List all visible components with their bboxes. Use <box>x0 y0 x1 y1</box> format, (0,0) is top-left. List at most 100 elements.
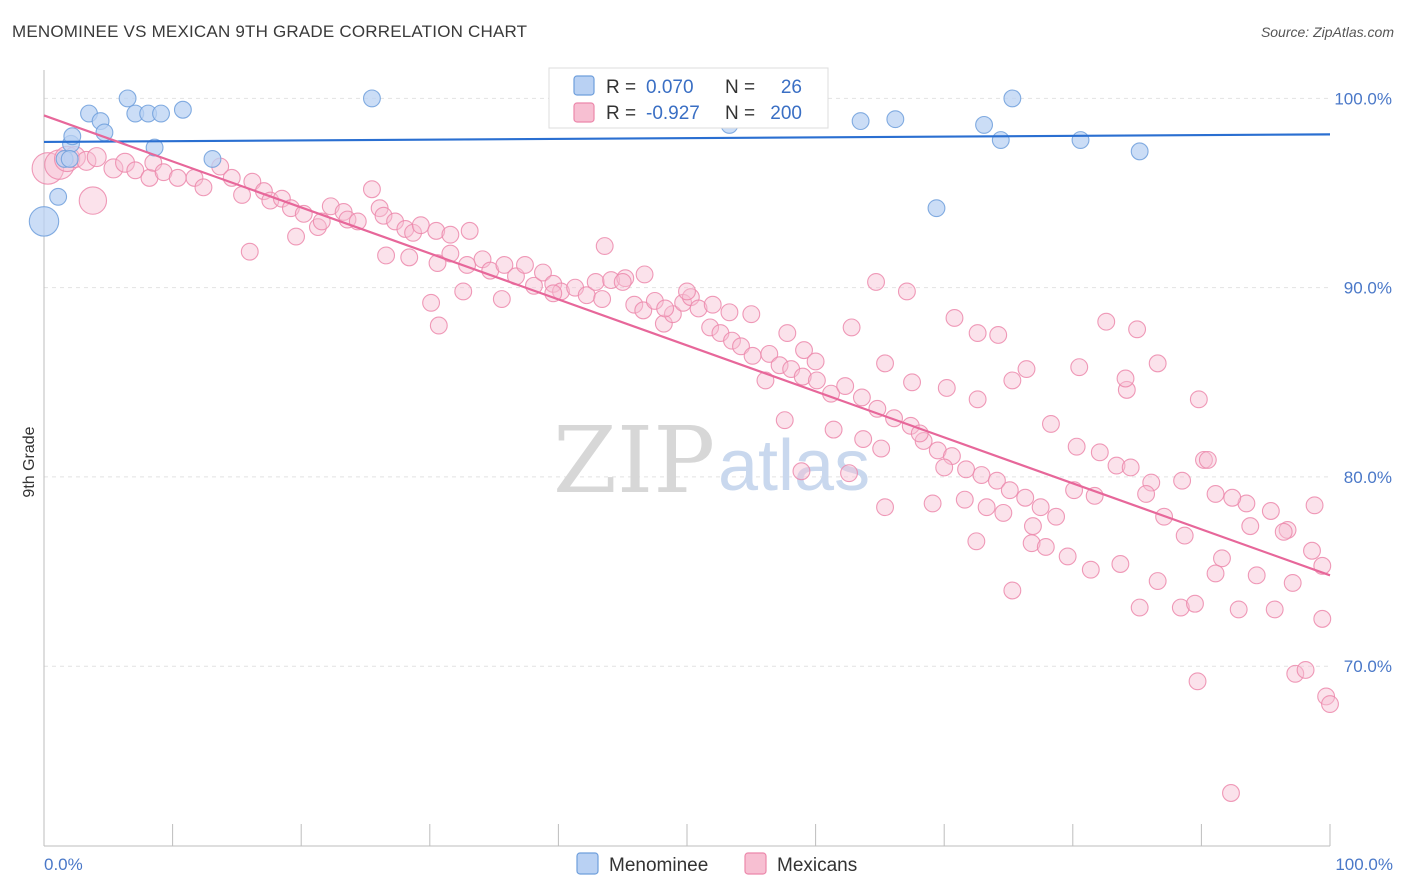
mexicans-point <box>1283 573 1302 592</box>
mexicans-point <box>1041 414 1060 433</box>
menominee-point <box>173 100 192 119</box>
mexicans-point <box>885 409 903 428</box>
correlation-legend: R = 0.070 N = 26 R = -0.927 N = 200 <box>548 67 829 129</box>
legend-r-label-menominee: R = <box>606 77 636 98</box>
mexicans-point <box>595 237 614 255</box>
mexicans-point <box>854 430 873 449</box>
mexicans-point <box>977 498 996 517</box>
mexicans-point <box>1130 598 1149 617</box>
mexicans-point <box>1148 354 1167 373</box>
mexicans-point <box>824 420 843 439</box>
mexicans-point <box>1247 566 1266 585</box>
mexicans-point <box>645 291 664 310</box>
mexicans-point <box>836 377 855 396</box>
mexicans-point <box>723 331 741 350</box>
mexicans-point <box>635 265 654 284</box>
mexicans-trendline <box>43 114 1331 577</box>
mexicans-point <box>840 464 858 483</box>
mexicans-point <box>872 439 891 458</box>
mexicans-point <box>1175 526 1194 545</box>
mexicans-point <box>1003 371 1022 390</box>
mexicans-point <box>1058 547 1077 566</box>
mexicans-point <box>31 152 65 185</box>
mexicans-point <box>460 221 479 240</box>
legend-swatch-mexicans <box>573 102 595 123</box>
mexicans-point <box>427 221 446 240</box>
mexicans-point <box>441 225 460 244</box>
mexicans-point <box>1296 661 1315 679</box>
mexicans-point <box>1090 443 1109 462</box>
mexicans-point <box>957 460 976 479</box>
mexicans-point <box>1188 672 1207 691</box>
mexicans-point <box>1213 549 1231 568</box>
mexicans-point <box>1171 598 1190 617</box>
legend-n-label-menominee: N = <box>725 77 755 98</box>
mexicans-point <box>897 282 916 301</box>
mexicans-point <box>1036 538 1055 556</box>
mexicans-point <box>1137 485 1156 503</box>
mexicans-point <box>703 295 722 314</box>
mexicans-point <box>972 466 991 484</box>
menominee-point <box>886 110 905 129</box>
mexicans-point <box>411 216 430 235</box>
mexicans-point <box>1148 572 1167 590</box>
mexicans-point <box>78 186 108 215</box>
points <box>28 89 1339 802</box>
y-tick-label: 100.0% <box>1334 89 1392 108</box>
mexicans-point <box>1303 541 1321 560</box>
mexicans-point <box>429 316 448 335</box>
mexicans-point <box>1016 488 1035 507</box>
mexicans-point <box>678 282 696 301</box>
menominee-point <box>118 89 137 108</box>
mexicans-point <box>374 206 393 225</box>
mexicans-point <box>1222 784 1240 802</box>
mexicans-point <box>1047 507 1066 526</box>
mexicans-point <box>1116 369 1135 388</box>
mexicans-point <box>613 273 632 291</box>
mexicans-point <box>732 337 750 356</box>
mexicans-point <box>806 352 825 371</box>
menominee-point <box>1071 131 1090 149</box>
mexicans-point <box>1081 560 1100 579</box>
mexicans-point <box>115 152 136 173</box>
menominee-point <box>203 150 222 168</box>
mexicans-point <box>602 271 621 290</box>
mexicans-point <box>743 346 762 365</box>
watermark-zip: ZIP <box>553 407 715 514</box>
mexicans-point <box>441 244 460 263</box>
menominee-point <box>975 115 994 134</box>
menominee-point <box>851 112 870 131</box>
menominee-point <box>49 187 68 206</box>
mexicans-point <box>760 344 779 363</box>
bottom-legend-menominee: Menominee <box>609 855 708 876</box>
mexicans-point <box>1128 320 1147 339</box>
mexicans-point <box>1003 581 1022 600</box>
mexicans-point <box>492 290 511 308</box>
mexicans-point <box>1097 312 1116 331</box>
mexicans-point <box>842 318 861 337</box>
x-tick-label: 100.0% <box>1335 855 1393 874</box>
mexicans-point <box>775 411 794 430</box>
mexicans-point <box>994 503 1013 522</box>
mexicans-point <box>261 191 280 210</box>
mexicans-point <box>1305 496 1324 515</box>
mexicans-point <box>989 326 1008 344</box>
mexicans-point <box>625 295 644 314</box>
bottom-legend-mexicans: Mexicans <box>777 855 857 876</box>
mexicans-point <box>400 248 419 267</box>
mexicans-point <box>1286 664 1305 683</box>
mexicans-point <box>770 356 789 375</box>
menominee-trendline <box>43 133 1331 144</box>
mexicans-point <box>689 299 708 318</box>
mexicans-point <box>1107 456 1126 475</box>
menominee-point <box>63 127 82 146</box>
mexicans-point <box>876 498 894 517</box>
mexicans-point <box>867 273 885 291</box>
mexicans-point <box>1198 450 1217 469</box>
legend-r-value-menominee: 0.070 <box>646 77 694 98</box>
y-tick-label: 70.0% <box>1344 657 1392 676</box>
mexicans-point <box>807 371 826 390</box>
mexicans-point <box>1000 481 1019 500</box>
legend-r-label-mexicans: R = <box>606 103 636 124</box>
y-tick-labels: 70.0% 80.0% 90.0% 100.0% <box>1334 89 1392 676</box>
